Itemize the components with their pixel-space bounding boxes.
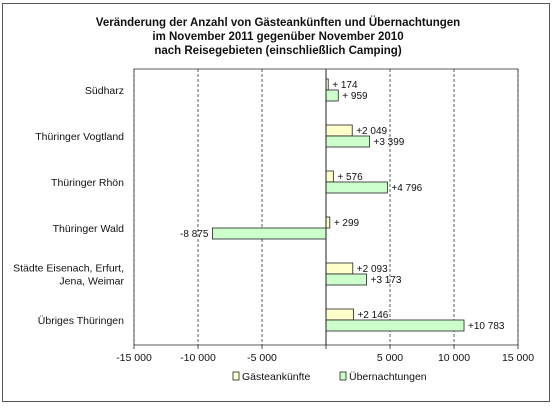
x-tick-label: 10 000	[438, 352, 470, 364]
category-label: Südharz	[85, 85, 124, 97]
x-tick-label: -15 000	[116, 352, 152, 364]
data-label: +3 173	[371, 275, 402, 286]
bar-gaesteankuenfte	[325, 262, 354, 275]
chart-title-line-2: im November 2011 gegenüber November 2010	[152, 31, 404, 43]
bar-gaesteankuenfte	[325, 124, 353, 137]
data-label: +2 146	[357, 310, 388, 321]
category-label: Übriges Thüringen	[38, 315, 124, 327]
x-tick-label: 15 000	[502, 352, 534, 364]
legend-swatch-gaesteankuenfte	[232, 371, 240, 381]
data-label: +4 796	[391, 183, 422, 194]
category-label: Thüringer Vogtland	[35, 131, 124, 143]
bar-uebernachtungen	[325, 89, 339, 102]
x-tick-label: -10 000	[180, 352, 216, 364]
chart-title-line-3: nach Reisegebieten (einschließlich Campi…	[154, 45, 402, 57]
bar-gaesteankuenfte	[325, 170, 334, 183]
legend-swatch-uebernachtungen	[339, 371, 347, 381]
bar-uebernachtungen	[325, 273, 368, 286]
data-label: + 959	[342, 91, 368, 102]
data-label: + 299	[334, 218, 360, 229]
category-label: Städte Eisenach, Erfurt,	[13, 263, 124, 275]
chart-title-line-1: Veränderung der Anzahl von Gästeankünfte…	[95, 17, 461, 29]
bar-uebernachtungen	[325, 135, 370, 148]
bar-uebernachtungen	[325, 181, 388, 194]
category-label: Thüringer Wald	[53, 223, 125, 235]
data-label: -8 875	[180, 229, 209, 240]
chart-frame	[2, 3, 550, 402]
data-label: +2 093	[357, 264, 388, 275]
bar-uebernachtungen	[325, 319, 465, 332]
legend-label-uebernachtungen: Übernachtungen	[349, 371, 427, 383]
bar-gaesteankuenfte	[325, 308, 354, 321]
category-label: Thüringer Rhön	[51, 177, 124, 189]
data-label: +10 783	[468, 321, 505, 332]
bar-uebernachtungen	[211, 227, 327, 240]
legend-label-gaesteankuenfte: Gästeankünfte	[242, 371, 310, 383]
data-label: + 576	[337, 172, 363, 183]
x-tick-label: -5 000	[247, 352, 277, 364]
category-label: Jena, Weimar	[59, 276, 124, 288]
x-tick-label: 5 000	[377, 352, 403, 364]
data-label: +2 049	[356, 126, 387, 137]
bar-gaesteankuenfte	[325, 216, 331, 229]
data-label: + 174	[332, 80, 358, 91]
data-label: +3 399	[374, 137, 405, 148]
